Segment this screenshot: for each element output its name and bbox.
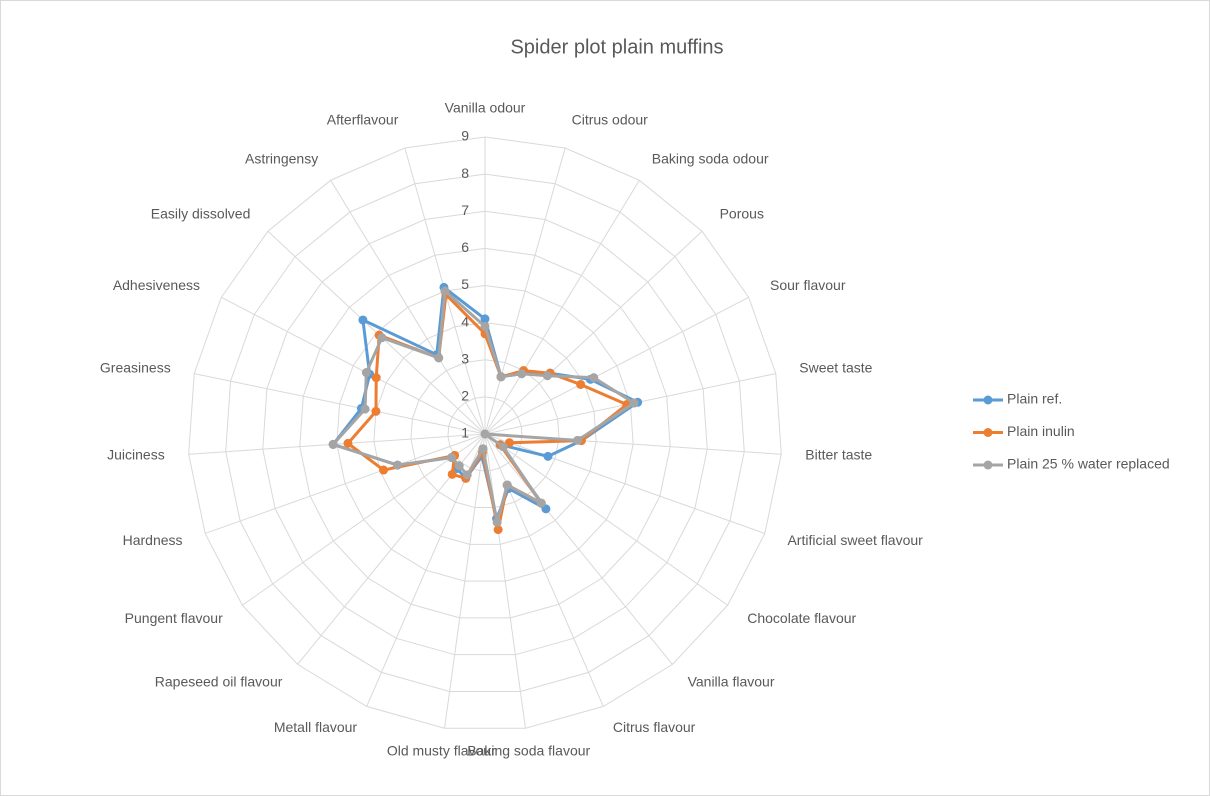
category-label: Astringensy xyxy=(245,150,318,166)
data-point xyxy=(454,461,464,471)
data-point xyxy=(393,460,403,470)
spoke xyxy=(221,296,486,435)
data-point xyxy=(434,353,444,363)
data-point xyxy=(478,444,488,454)
data-point xyxy=(480,314,490,324)
y-tick-label: 8 xyxy=(461,165,469,181)
legend-marker xyxy=(983,460,993,470)
data-point xyxy=(498,442,508,452)
data-point xyxy=(361,368,371,378)
data-point xyxy=(492,517,502,527)
y-tick-label: 5 xyxy=(461,276,469,292)
data-point xyxy=(542,371,552,381)
spoke xyxy=(484,433,766,534)
y-tick-label: 6 xyxy=(461,239,469,255)
data-point xyxy=(371,406,381,416)
spoke xyxy=(194,373,486,435)
spoke xyxy=(484,296,749,435)
data-point xyxy=(371,373,381,383)
category-label: Vanilla flavour xyxy=(688,674,775,690)
data-point xyxy=(502,480,512,490)
data-point xyxy=(589,373,599,383)
data-point xyxy=(440,286,450,296)
category-label: Baking soda flavour xyxy=(467,743,590,759)
spoke xyxy=(484,433,728,606)
data-point xyxy=(543,451,553,461)
y-tick-label: 2 xyxy=(461,388,469,404)
spoke xyxy=(330,179,486,435)
legend-marker xyxy=(983,428,993,437)
spoke xyxy=(242,433,486,606)
grid-ring xyxy=(410,359,560,509)
y-tick-label: 7 xyxy=(461,202,469,218)
category-label: Bitter taste xyxy=(805,447,872,463)
y-tick-label: 3 xyxy=(461,350,469,366)
spoke xyxy=(484,433,604,707)
category-label: Sour flavour xyxy=(770,277,846,293)
data-point xyxy=(573,435,583,445)
y-tick-label: 1 xyxy=(461,425,469,441)
spoke xyxy=(444,433,486,729)
category-label: Vanilla odour xyxy=(445,100,526,116)
category-label: Adhesiveness xyxy=(113,277,200,293)
data-point xyxy=(517,369,527,379)
category-label: Sweet taste xyxy=(799,359,872,375)
data-point xyxy=(379,465,389,475)
category-label: Old musty flavour xyxy=(387,743,496,759)
series-line xyxy=(331,289,636,524)
category-label: Greasiness xyxy=(100,359,171,375)
spoke xyxy=(484,433,673,665)
category-label: Chocolate flavour xyxy=(747,610,856,626)
category-label: Juiciness xyxy=(107,447,165,463)
legend-label: Plain ref. xyxy=(1007,391,1062,407)
data-point xyxy=(447,453,457,463)
spoke xyxy=(204,433,486,534)
spoke xyxy=(484,433,526,729)
legend-label: Plain inulin xyxy=(1007,423,1075,439)
category-label: Hardness xyxy=(123,532,183,548)
category-label: Porous xyxy=(720,206,764,222)
grid-ring xyxy=(262,210,708,656)
data-point xyxy=(447,469,457,479)
category-label: Citrus odour xyxy=(572,112,649,128)
data-point xyxy=(328,439,338,449)
spoke xyxy=(484,230,703,435)
grid-ring xyxy=(336,284,634,582)
grid-ring xyxy=(225,173,745,692)
data-point xyxy=(462,470,472,480)
data-point xyxy=(360,404,370,414)
data-point xyxy=(343,438,353,448)
legend-marker xyxy=(983,395,993,405)
data-point xyxy=(629,398,639,408)
data-point xyxy=(480,321,490,331)
data-point xyxy=(493,525,503,535)
data-point xyxy=(358,315,368,325)
data-point xyxy=(480,429,490,439)
legend-label: Plain 25 % water replaced xyxy=(1007,456,1170,472)
grid-ring xyxy=(299,247,671,619)
category-label: Easily dissolved xyxy=(151,206,251,222)
y-tick-label: 9 xyxy=(461,128,469,144)
chart-title: Spider plot plain muffins xyxy=(510,36,723,58)
category-label: Citrus flavour xyxy=(613,719,696,735)
data-point xyxy=(377,333,387,343)
grid-ring xyxy=(188,136,782,729)
category-label: Rapeseed oil flavour xyxy=(155,674,283,690)
spoke xyxy=(484,179,640,435)
data-point xyxy=(496,372,506,382)
category-label: Artificial sweet flavour xyxy=(787,532,923,548)
y-tick-label: 4 xyxy=(461,313,469,329)
spoke xyxy=(484,147,566,435)
category-label: Afterflavour xyxy=(327,112,399,128)
data-point xyxy=(536,498,546,508)
category-label: Pungent flavour xyxy=(125,610,223,626)
category-label: Metall flavour xyxy=(274,719,358,735)
data-point xyxy=(576,379,586,389)
category-label: Baking soda odour xyxy=(652,150,769,166)
